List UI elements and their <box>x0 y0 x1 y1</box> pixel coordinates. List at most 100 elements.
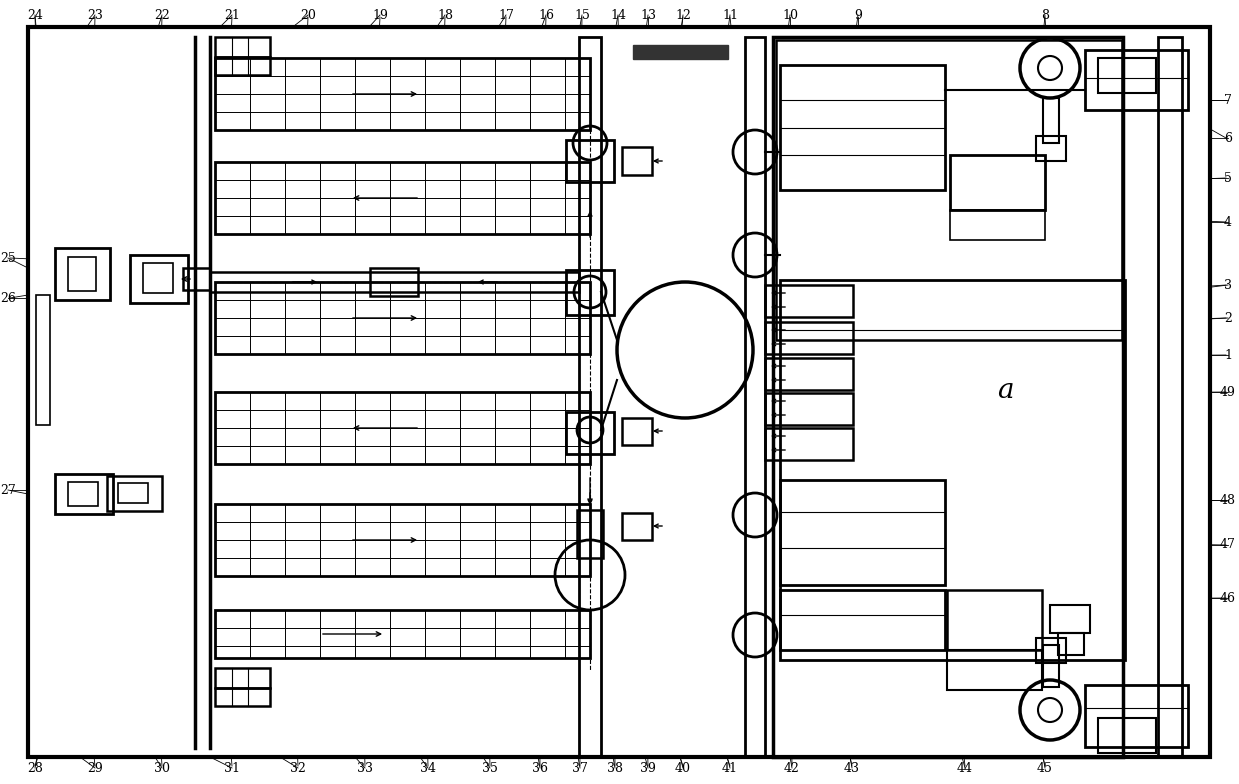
Bar <box>566 140 615 182</box>
Bar <box>216 162 590 234</box>
Text: 43: 43 <box>844 761 860 775</box>
Text: 20: 20 <box>300 9 316 21</box>
Text: 27: 27 <box>0 484 16 496</box>
Bar <box>579 37 601 757</box>
Text: 36: 36 <box>532 761 548 775</box>
Bar <box>216 610 590 658</box>
Bar <box>764 393 852 425</box>
Bar <box>68 482 98 506</box>
Text: 46: 46 <box>1220 591 1237 604</box>
Text: 28: 28 <box>27 761 43 775</box>
Bar <box>745 37 764 757</box>
Bar <box>622 147 652 175</box>
Text: 45: 45 <box>1037 761 1053 775</box>
Text: 16: 16 <box>538 9 554 21</box>
Bar <box>216 282 590 354</box>
Text: 19: 19 <box>372 9 388 21</box>
Bar <box>216 58 590 130</box>
Text: 4: 4 <box>1224 216 1232 228</box>
Bar <box>1158 37 1182 757</box>
Bar <box>68 257 95 291</box>
Bar <box>209 272 579 292</box>
Bar <box>947 590 1042 650</box>
Text: 37: 37 <box>572 761 589 775</box>
Text: 29: 29 <box>87 761 103 775</box>
Text: 32: 32 <box>290 761 306 775</box>
Text: 8: 8 <box>1041 9 1049 21</box>
Bar <box>1036 136 1066 161</box>
Text: 5: 5 <box>1224 172 1232 184</box>
Text: 26: 26 <box>0 292 16 304</box>
Bar <box>216 504 590 576</box>
Bar <box>36 295 50 425</box>
Text: 38: 38 <box>607 761 623 775</box>
Bar <box>216 37 270 57</box>
Text: 33: 33 <box>357 761 373 775</box>
Bar <box>1049 605 1090 633</box>
Bar <box>118 483 147 503</box>
Bar <box>370 268 418 296</box>
Bar <box>1098 718 1156 753</box>
Bar <box>577 510 603 558</box>
Text: 21: 21 <box>224 9 240 21</box>
Bar <box>566 270 615 315</box>
Text: 18: 18 <box>437 9 453 21</box>
Bar <box>773 37 1123 757</box>
Bar <box>633 45 729 59</box>
Text: 48: 48 <box>1220 493 1237 506</box>
Bar <box>566 412 615 454</box>
Bar <box>622 418 652 445</box>
Text: 25: 25 <box>0 252 16 264</box>
Text: 7: 7 <box>1224 93 1232 107</box>
Text: 1: 1 <box>1224 349 1232 361</box>
Text: 9: 9 <box>854 9 862 21</box>
Bar <box>1085 50 1188 110</box>
Text: 14: 14 <box>610 9 626 21</box>
Bar <box>1085 685 1188 747</box>
Bar <box>764 358 852 390</box>
Text: 3: 3 <box>1224 278 1232 292</box>
Bar <box>1043 98 1059 143</box>
Bar <box>1036 638 1066 663</box>
Text: 22: 22 <box>154 9 170 21</box>
Bar <box>183 268 209 290</box>
Text: 40: 40 <box>675 761 691 775</box>
Bar <box>1058 633 1084 655</box>
Bar <box>781 480 945 585</box>
Bar <box>781 590 945 650</box>
Bar <box>947 650 1042 690</box>
Bar <box>216 57 270 75</box>
Bar <box>1043 645 1059 687</box>
Bar <box>764 285 852 317</box>
Bar <box>216 668 270 688</box>
Text: 42: 42 <box>784 761 800 775</box>
Bar <box>142 263 173 293</box>
Text: 10: 10 <box>782 9 798 21</box>
Bar <box>764 428 852 460</box>
Text: 49: 49 <box>1220 386 1237 398</box>
Bar <box>622 513 652 540</box>
Text: 31: 31 <box>224 761 240 775</box>
Text: 35: 35 <box>482 761 498 775</box>
Bar <box>107 476 162 511</box>
Bar <box>950 210 1044 240</box>
Text: 2: 2 <box>1224 311 1232 325</box>
Bar <box>216 688 270 706</box>
Bar <box>781 280 1125 660</box>
Bar <box>216 392 590 464</box>
Bar <box>764 322 852 354</box>
Text: 23: 23 <box>87 9 103 21</box>
Text: 15: 15 <box>574 9 590 21</box>
Text: 17: 17 <box>498 9 514 21</box>
Bar <box>1098 58 1156 93</box>
Text: 44: 44 <box>957 761 973 775</box>
Bar <box>55 474 113 514</box>
Text: 41: 41 <box>722 761 738 775</box>
Bar <box>776 40 1123 340</box>
Text: 30: 30 <box>154 761 170 775</box>
Text: 6: 6 <box>1224 132 1232 144</box>
Text: 13: 13 <box>641 9 655 21</box>
Text: 34: 34 <box>420 761 436 775</box>
Text: 24: 24 <box>27 9 43 21</box>
Text: 39: 39 <box>641 761 655 775</box>
